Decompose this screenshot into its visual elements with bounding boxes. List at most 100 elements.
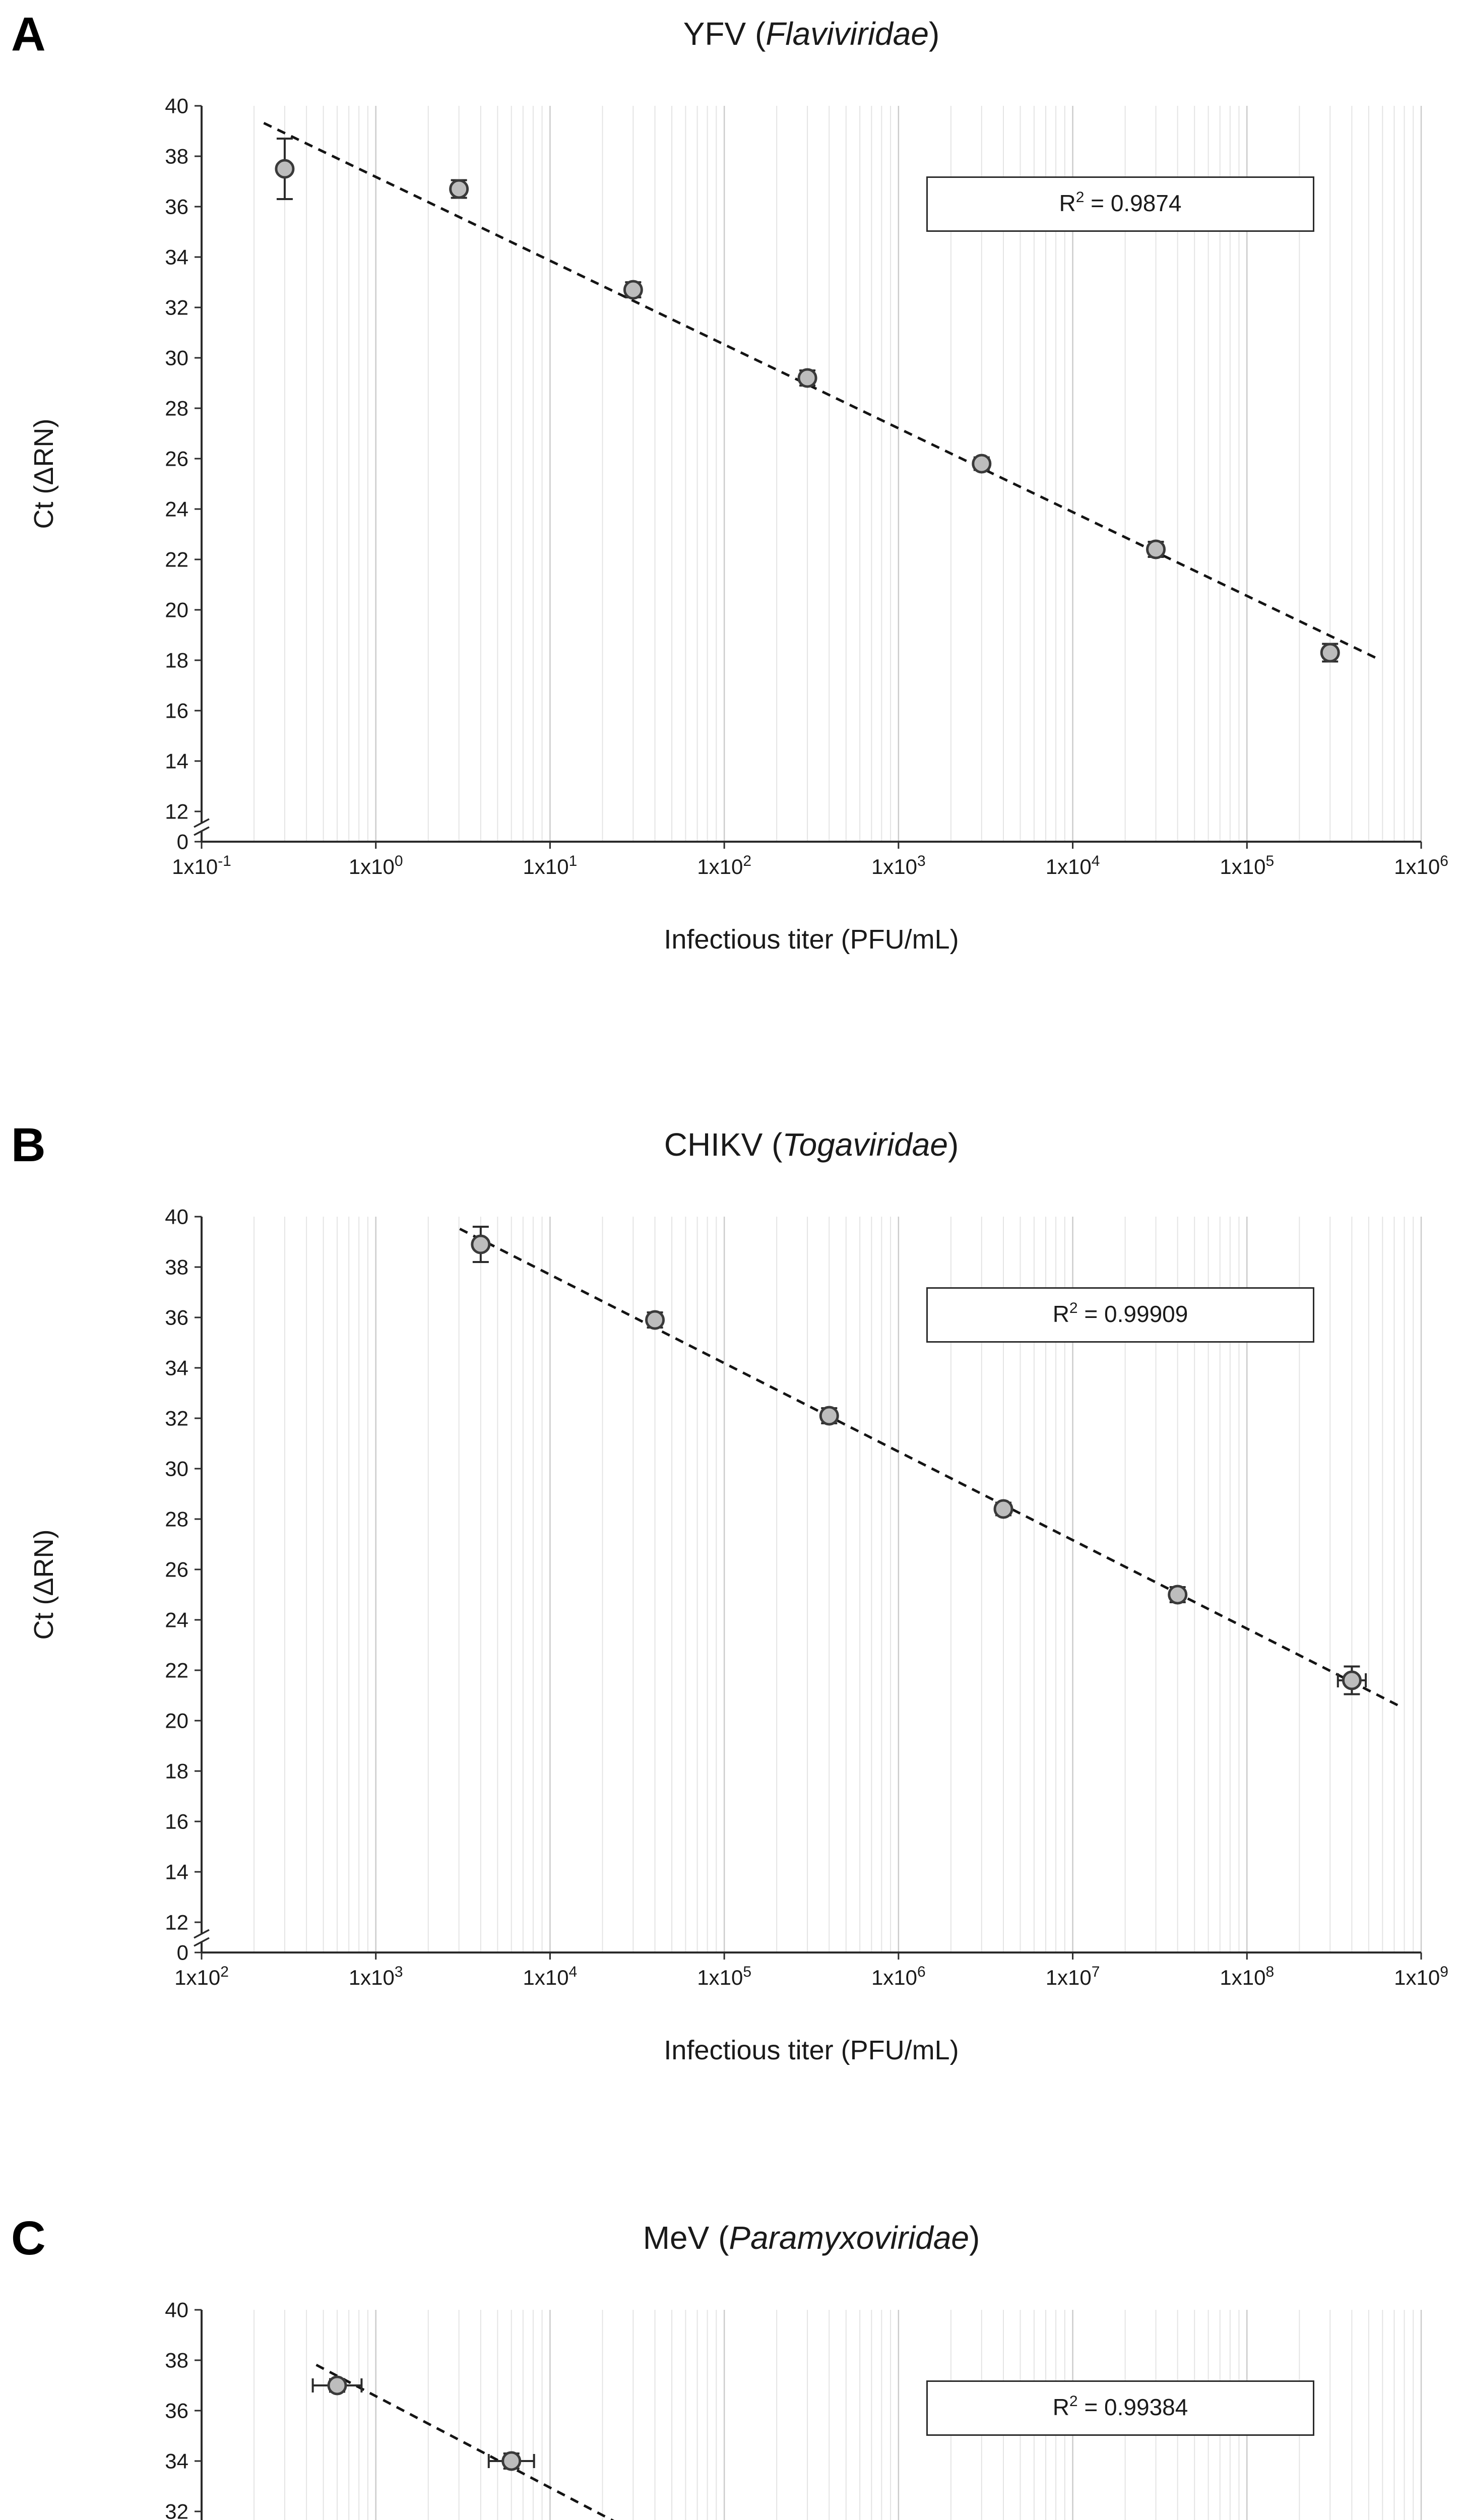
chart-title-italic: Paramyxoviridae xyxy=(729,2220,969,2256)
y-tick-label: 18 xyxy=(165,1759,188,1783)
y-tick-label: 38 xyxy=(165,145,188,168)
y-tick-label: 40 xyxy=(165,94,188,118)
r2-value: = 0.9874 xyxy=(1084,190,1182,216)
y-tick-label: 34 xyxy=(165,1356,188,1380)
y-tick-label: 0 xyxy=(177,830,188,854)
data-point xyxy=(645,1310,665,1330)
y-tick-label: 14 xyxy=(165,1860,188,1884)
data-point xyxy=(1342,1670,1362,1690)
y-tick-label: 24 xyxy=(165,1608,188,1632)
data-point xyxy=(972,454,992,474)
x-tick-label: 1x108 xyxy=(1220,1964,1274,1989)
trend-line xyxy=(263,121,1380,661)
data-point xyxy=(819,1406,839,1426)
y-tick-label: 40 xyxy=(165,2298,188,2322)
y-tick-label: 16 xyxy=(165,699,188,723)
chart-title: CHIKV (Togaviridae) xyxy=(202,1126,1421,1163)
y-tick-label: 0 xyxy=(177,1941,188,1965)
x-tick-label: 1x104 xyxy=(523,1964,578,1989)
scatter-chart: 0 12 14 16 18 20 22 24 26 28 30 32 34 36 38 40 1x10-1 1x1… xyxy=(29,94,1448,955)
data-point xyxy=(623,280,643,300)
r2-value: = 0.99384 xyxy=(1077,2394,1188,2420)
y-tick-label: 20 xyxy=(165,598,188,622)
axes: 0 12 14 16 18 20 22 24 26 28 30 32 34 36 38 40 1x102 1x10… xyxy=(165,1205,1448,1989)
r2-base: R xyxy=(1052,2394,1069,2420)
panel-b: B CHIKV (Togaviridae) 0 12 14 16 18 20 22 24 26 2… xyxy=(0,1118,1462,2154)
y-tick-label: 24 xyxy=(165,497,188,521)
data-points xyxy=(471,1226,1367,1695)
y-tick-label: 20 xyxy=(165,1709,188,1733)
y-tick-label: 18 xyxy=(165,649,188,672)
y-tick-label: 12 xyxy=(165,800,188,824)
y-tick-label: 36 xyxy=(165,1306,188,1330)
trend-line xyxy=(315,2364,615,2520)
data-points xyxy=(311,2375,535,2471)
y-tick-label: 38 xyxy=(165,2349,188,2372)
gridlines xyxy=(253,106,1422,842)
x-tick-label: 1x103 xyxy=(349,1964,403,1989)
data-point xyxy=(797,368,817,388)
x-tick-label: 1x106 xyxy=(1394,853,1448,878)
y-tick-label: 26 xyxy=(165,1558,188,1582)
x-axis-title: Infectious titer (PFU/mL) xyxy=(664,2035,959,2065)
axes: 01214161820222426283032343638401x10-21x1… xyxy=(165,2298,203,2520)
r2-superscript: 2 xyxy=(1069,2393,1078,2410)
data-point xyxy=(471,1234,491,1254)
data-point xyxy=(327,2375,347,2396)
x-tick-label: 1x102 xyxy=(697,853,751,878)
chart-title-prefix: YFV ( xyxy=(683,16,766,52)
y-tick-label: 36 xyxy=(165,2399,188,2423)
y-tick-label: 34 xyxy=(165,2449,188,2473)
y-tick-label: 22 xyxy=(165,548,188,572)
data-points xyxy=(275,138,1340,663)
x-axis-title: Infectious titer (PFU/mL) xyxy=(664,924,959,955)
data-point xyxy=(275,159,295,179)
trend-line xyxy=(459,1227,1402,1708)
y-tick-label: 30 xyxy=(165,1457,188,1481)
panel-a: A YFV (Flaviviridae) 0 12 14 16 18 20 22 24 26 28… xyxy=(0,8,1462,1043)
r-squared-annotation: R2 = 0.9874 xyxy=(926,176,1314,232)
panel-label: A xyxy=(11,8,46,61)
y-tick-label: 16 xyxy=(165,1810,188,1834)
y-axis-title: Ct (ΔRN) xyxy=(29,418,59,529)
data-point xyxy=(993,1499,1013,1519)
chart-title-italic: Flaviviridae xyxy=(766,16,929,52)
x-tick-label: 1x101 xyxy=(523,853,578,878)
x-tick-label: 1x106 xyxy=(871,1964,926,1989)
y-axis-title: Ct (ΔRN) xyxy=(29,1529,59,1640)
r2-value: = 0.99909 xyxy=(1077,1301,1188,1327)
r2-superscript: 2 xyxy=(1069,1300,1078,1316)
y-tick-label: 38 xyxy=(165,1255,188,1279)
y-tick-label: 26 xyxy=(165,447,188,471)
axis-break-mark xyxy=(194,1937,210,1947)
x-tick-label: 1x109 xyxy=(1394,1964,1448,1989)
panel-label: C xyxy=(11,2212,46,2265)
data-point xyxy=(449,179,469,199)
y-tick-label: 22 xyxy=(165,1659,188,1682)
chart-title-prefix: CHIKV ( xyxy=(664,1126,783,1163)
y-tick-label: 32 xyxy=(165,2500,188,2520)
data-point xyxy=(1168,1585,1188,1605)
x-tick-label: 1x102 xyxy=(174,1964,229,1989)
axis-break-mark xyxy=(194,826,210,836)
y-tick-label: 34 xyxy=(165,245,188,269)
chart-title: MeV (Paramyxoviridae) xyxy=(202,2219,1421,2256)
y-tick-label: 28 xyxy=(165,1507,188,1531)
chart-title-italic: Togaviridae xyxy=(782,1126,948,1163)
y-tick-label: 32 xyxy=(165,296,188,320)
x-tick-label: 1x104 xyxy=(1046,853,1100,878)
r-squared-annotation: R2 = 0.99384 xyxy=(926,2380,1314,2436)
y-tick-label: 36 xyxy=(165,195,188,219)
r2-superscript: 2 xyxy=(1075,189,1085,206)
y-tick-label: 32 xyxy=(165,1407,188,1430)
y-tick-label: 40 xyxy=(165,1205,188,1229)
chart-title-suffix: ) xyxy=(928,16,940,52)
chart-title: YFV (Flaviviridae) xyxy=(202,15,1421,52)
data-point xyxy=(501,2451,522,2471)
data-point xyxy=(1146,539,1166,559)
data-point xyxy=(1320,643,1340,663)
x-tick-label: 1x100 xyxy=(349,853,403,878)
r-squared-annotation: R2 = 0.99909 xyxy=(926,1287,1314,1343)
axes: 0 12 14 16 18 20 22 24 26 28 30 32 34 36 38 40 1x10-1 1x1… xyxy=(165,94,1448,878)
